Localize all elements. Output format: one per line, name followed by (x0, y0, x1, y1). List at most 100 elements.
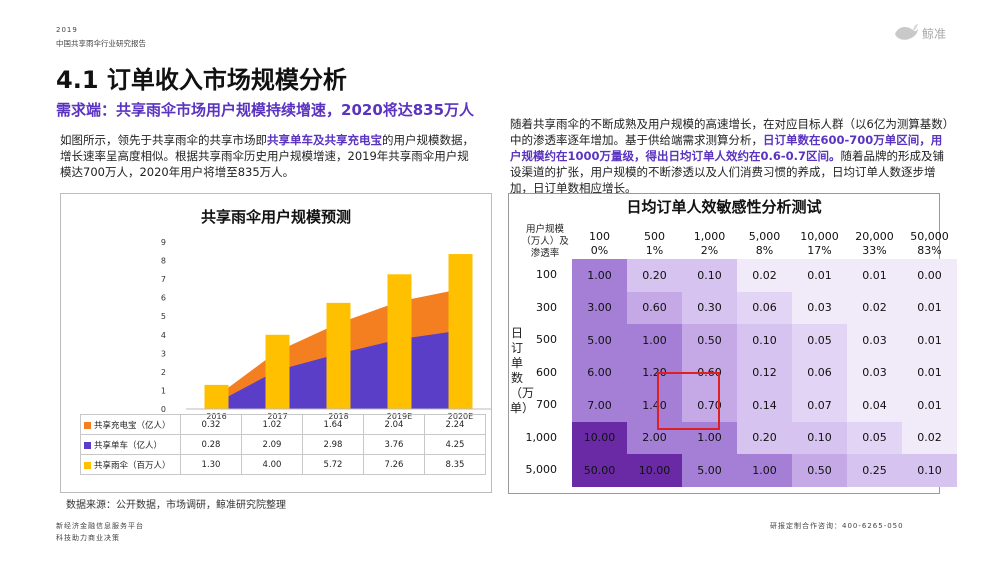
matrix-corner-label: 用户规模 （万人）及 渗透率 (515, 224, 575, 260)
heatmap-cell: 0.02 (737, 259, 792, 292)
row-axis-label: 日订单数（万单） (510, 326, 535, 415)
column-rate: 2% (700, 244, 719, 257)
right-paragraph-text-2: 随着品牌的形成及铺设渠道的扩张，用户规模的不断渗透以及人们消费习惯的养成，日均订… (510, 149, 945, 195)
left-paragraph-text-1: 如图所示，领先于共享雨伞的共享市场即 (60, 133, 267, 147)
row-header: 1,000 (525, 430, 558, 444)
brand-logo: 鲸准 (893, 22, 946, 44)
heatmap-cell: 0.07 (792, 389, 847, 422)
heatmap-cell: 0.30 (682, 291, 737, 324)
heatmap-cell: 0.04 (847, 389, 902, 422)
column-header: 5,000 8% (737, 230, 792, 258)
row-header: 500 (536, 333, 557, 346)
heatmap-cell: 0.01 (792, 259, 847, 292)
heatmap-cell: 0.00 (902, 259, 957, 292)
column-users: 10,000 (800, 230, 839, 243)
legend-label: 共享单车（亿人） (94, 440, 163, 451)
column-users: 20,000 (855, 230, 894, 243)
chart-title: 共享雨伞用户规模预测 (200, 208, 351, 226)
corner-line: 渗透率 (530, 248, 560, 259)
left-paragraph: 如图所示，领先于共享雨伞的共享市场即共享单车及共享充电宝的用户规模数据，增长速率… (60, 132, 480, 180)
heatmap-cell: 0.10 (682, 259, 737, 292)
data-source: 数据来源：公开数据，市场调研，鲸准研究院整理 (66, 500, 286, 511)
heatmap-cell: 0.03 (847, 356, 902, 389)
column-header: 10,000 17% (792, 230, 847, 258)
header-year: 2019 (56, 26, 78, 34)
column-header: 1,000 2% (682, 230, 737, 258)
column-rate: 33% (862, 244, 887, 257)
right-paragraph-highlight: 日订单数在600-700万单区间，用户规模约在1000万量级，得出日均订单人效约… (510, 133, 943, 163)
row-header: 300 (536, 300, 557, 314)
data-label: 0.28 (180, 434, 242, 455)
legend-swatch (84, 421, 91, 429)
page-title: 4.1 订单收入市场规模分析 (56, 66, 347, 94)
data-label: 3.76 (363, 434, 425, 455)
heatmap-cell: 3.00 (572, 291, 627, 324)
footer-contact: 研报定制合作咨询：400-6265-050 (770, 522, 904, 530)
heatmap-cell: 0.14 (737, 389, 792, 422)
data-label: 2.04 (363, 414, 425, 435)
heatmap-cell: 0.02 (902, 421, 957, 454)
data-label: 4.25 (424, 434, 486, 455)
left-paragraph-highlight: 共享单车及共享充电宝 (267, 133, 382, 147)
heatmap-cell: 1.00 (572, 259, 627, 292)
heatmap-cell: 0.01 (902, 291, 957, 324)
y-tick-label: 0 (161, 405, 166, 414)
heatmap-cell: 0.01 (847, 259, 902, 292)
heatmap-cell: 0.06 (792, 356, 847, 389)
heatmap-cell: 0.06 (737, 291, 792, 324)
left-paragraph-text-2: 的用户规模数据，增长速率呈高度相似。根据共享雨伞历史用户规模增速，2019年共享… (60, 133, 474, 179)
row-header: 600 (536, 365, 557, 379)
data-label: 2.09 (241, 434, 303, 455)
column-rate: 83% (917, 244, 942, 257)
row-header: 5,000 (525, 463, 558, 476)
heatmap-cell: 2.00 (627, 421, 682, 454)
heatmap-cell: 10.00 (572, 421, 627, 454)
data-label: 1.02 (241, 414, 303, 435)
heatmap-cell: 0.01 (902, 356, 957, 389)
umbrella-bar (265, 334, 290, 409)
right-paragraph-text-1: 随着共享雨伞的不断成熟及用户规模的高速增长，在对应目标人群（以6亿为测算基数）中… (510, 117, 949, 147)
brand-name: 鲸准 (922, 26, 947, 41)
legend-entry: 共享单车（亿人） (80, 434, 181, 455)
legend-label: 共享充电宝（亿人） (94, 420, 171, 431)
heatmap-cell: 0.20 (737, 421, 792, 454)
corner-line: （万人）及 (521, 236, 569, 247)
column-users: 1,000 (693, 230, 726, 243)
data-label: 8.35 (424, 454, 486, 475)
heatmap-cell: 0.10 (737, 324, 792, 357)
data-label: 5.72 (302, 454, 364, 475)
y-tick-label: 5 (161, 312, 166, 321)
y-tick-label: 6 (161, 294, 166, 303)
chart-data-table: 共享充电宝（亿人） 0.32 1.02 1.64 2.04 2.24 共享单车（亿人） 0.2… (80, 414, 486, 475)
column-rate: 0% (590, 244, 609, 257)
matrix-title: 日均订单人效敏感性分析测试 (626, 198, 822, 216)
heatmap-cell: 0.50 (682, 324, 737, 357)
data-label: 7.26 (363, 454, 425, 475)
data-label: 0.32 (180, 414, 242, 435)
user-scale-chart-panel: 共享雨伞用户规模预测 0 1 2 3 4 5 6 7 8 9 2016 2017 2018 2019E 20… (60, 193, 492, 493)
heatmap-cell: 6.00 (572, 356, 627, 389)
heatmap-cell: 1.40 (627, 389, 682, 422)
corner-line: 用户规模 (525, 224, 564, 235)
heatmap-cell: 7.00 (572, 389, 627, 422)
row-header: 100 (536, 268, 557, 281)
heatmap-cell: 0.05 (847, 421, 902, 454)
heatmap-cell: 0.50 (792, 454, 847, 487)
highlight-box (657, 372, 720, 430)
heatmap-cell: 10.00 (627, 454, 682, 487)
data-label: 2.24 (424, 414, 486, 435)
right-paragraph: 随着共享雨伞的不断成熟及用户规模的高速增长，在对应目标人群（以6亿为测算基数）中… (510, 116, 950, 196)
heatmap-cell: 0.01 (902, 389, 957, 422)
footer-slogan-1: 新经济金融信息服务平台 (56, 522, 144, 530)
heatmap-cell: 5.00 (572, 324, 627, 357)
column-header: 50,000 83% (902, 230, 957, 258)
heatmap-cell: 0.01 (902, 324, 957, 357)
y-tick-label: 3 (161, 349, 166, 358)
column-rate: 1% (645, 244, 664, 257)
heatmap-cell: 0.03 (792, 291, 847, 324)
column-header: 500 1% (627, 230, 682, 258)
legend-entry: 共享雨伞（百万人） (80, 454, 181, 475)
y-tick-label: 4 (161, 331, 166, 340)
page-subtitle: 需求端：共享雨伞市场用户规模持续增速，2020将达835万人 (56, 101, 475, 119)
